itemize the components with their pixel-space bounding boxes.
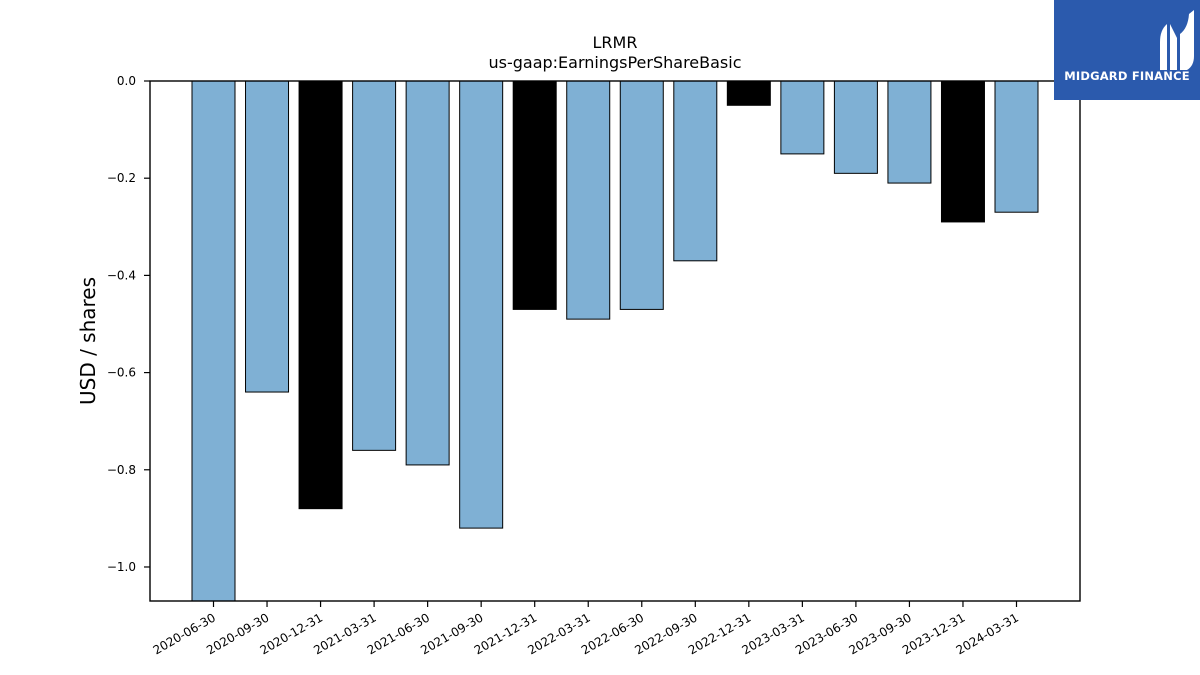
bar-2021-06-30: [405, 80, 450, 466]
bar-2021-03-31: [352, 80, 397, 451]
y-tick-label: 0.0: [117, 74, 136, 88]
bar-2022-09-30: [673, 80, 718, 262]
y-tick-label: −0.6: [107, 366, 136, 380]
y-tick-label: −0.8: [107, 463, 136, 477]
y-axis-label: USD / shares: [76, 277, 100, 405]
x-ticks-group: 2020-06-302020-09-302020-12-312021-03-31…: [151, 601, 1021, 657]
bar-2023-06-30: [833, 80, 878, 174]
bar-2020-06-30: [191, 80, 236, 602]
y-tick-label: −1.0: [107, 560, 136, 574]
chart-title: LRMR: [593, 33, 638, 52]
bars-group: [191, 80, 1039, 602]
bar-2023-03-31: [780, 80, 825, 155]
midgard-logo-icon: [1160, 10, 1194, 70]
bar-2022-06-30: [619, 80, 664, 310]
y-tick-label: −0.2: [107, 171, 136, 185]
y-ticks-group: 0.0 −0.2 −0.4 −0.6 −0.8 −1.0: [107, 74, 150, 574]
chart-subtitle: us-gaap:EarningsPerShareBasic: [488, 53, 741, 72]
y-tick-label: −0.4: [107, 268, 136, 282]
bar-2021-12-31: [512, 80, 557, 310]
midgard-finance-logo: MIDGARD FINANCE: [1054, 0, 1200, 100]
bar-2023-12-31: [940, 80, 985, 223]
bar-2020-12-31: [298, 80, 343, 510]
axes-group: [149, 80, 1081, 602]
bar-2021-09-30: [459, 80, 504, 529]
bar-2024-03-31: [994, 80, 1039, 213]
plot-frame: [149, 80, 1081, 602]
logo-text: MIDGARD FINANCE: [1064, 69, 1190, 83]
bar-2020-09-30: [245, 80, 290, 393]
bar-2023-09-30: [887, 80, 932, 184]
bar-2022-03-31: [566, 80, 611, 320]
bar-2022-12-31: [726, 80, 771, 106]
